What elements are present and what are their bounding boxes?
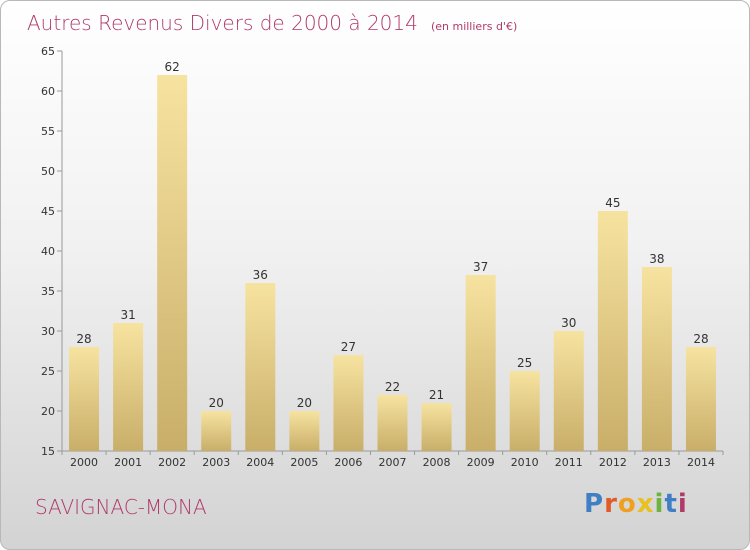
svg-text:Autres Revenus Divers de 2000: Autres Revenus Divers de 2000 à 2014 (en… bbox=[27, 11, 517, 35]
proxiti-logo[interactable]: Proxiti bbox=[584, 489, 688, 519]
value-label-2008: 21 bbox=[429, 388, 444, 402]
bar-2012 bbox=[597, 211, 628, 451]
y-tick-label: 25 bbox=[41, 365, 55, 378]
value-label-2009: 37 bbox=[473, 260, 488, 274]
bars: 28 31 62 20 36 20 27 22 21 37 25 30 45 38 28 bbox=[69, 60, 716, 451]
value-label-2003: 20 bbox=[209, 396, 224, 410]
logo-letter: o bbox=[617, 489, 637, 519]
logo-letter: x bbox=[636, 489, 655, 519]
bar-2014 bbox=[685, 347, 716, 451]
x-tick-label: 2010 bbox=[511, 456, 539, 469]
axes: 15 20 25 30 35 40 45 50 55 60 65 2000 2001 2002 2003 20… bbox=[41, 45, 724, 469]
y-tick-label: 50 bbox=[41, 165, 55, 178]
bar-2006 bbox=[333, 355, 364, 451]
logo-letter: i bbox=[677, 489, 688, 519]
x-tick-label: 2006 bbox=[334, 456, 362, 469]
bar-2007 bbox=[377, 395, 408, 451]
bar-2009 bbox=[465, 275, 496, 451]
bar-2013 bbox=[641, 267, 672, 451]
value-label-2010: 25 bbox=[517, 356, 532, 370]
bar-2005 bbox=[289, 411, 320, 451]
bar-2003 bbox=[201, 411, 232, 451]
x-tick-label: 2004 bbox=[246, 456, 274, 469]
x-tick-label: 2009 bbox=[467, 456, 495, 469]
bar-2000 bbox=[69, 347, 100, 451]
y-tick-label: 15 bbox=[41, 445, 55, 458]
logo-letter: t bbox=[664, 489, 678, 519]
value-label-2004: 36 bbox=[253, 268, 268, 282]
y-tick-label: 55 bbox=[41, 125, 55, 138]
y-tick-label: 60 bbox=[41, 85, 55, 98]
bar-2010 bbox=[509, 371, 540, 451]
x-tick-label: 2003 bbox=[202, 456, 230, 469]
value-label-2000: 28 bbox=[76, 332, 91, 346]
chart-unit: (en milliers d'€) bbox=[431, 20, 517, 33]
x-tick-label: 2011 bbox=[555, 456, 583, 469]
value-label-2001: 31 bbox=[120, 308, 135, 322]
chart-title: Autres Revenus Divers de 2000 à 2014 bbox=[27, 11, 418, 35]
bar-2001 bbox=[113, 323, 144, 451]
x-tick-label: 2008 bbox=[423, 456, 451, 469]
value-label-2005: 20 bbox=[297, 396, 312, 410]
y-tick-label: 45 bbox=[41, 205, 55, 218]
value-label-2002: 62 bbox=[165, 60, 180, 74]
x-tick-label: 2000 bbox=[70, 456, 98, 469]
x-tick-label: 2013 bbox=[643, 456, 671, 469]
bar-2002 bbox=[157, 75, 188, 451]
x-tick-label: 2001 bbox=[114, 456, 142, 469]
value-label-2011: 30 bbox=[561, 316, 576, 330]
bar-2004 bbox=[245, 283, 276, 451]
y-tick-label: 65 bbox=[41, 45, 55, 58]
logo-letter: i bbox=[654, 489, 665, 519]
y-tick-label: 30 bbox=[41, 325, 55, 338]
commune-name: SAVIGNAC-MONA bbox=[35, 495, 207, 519]
value-label-2007: 22 bbox=[385, 380, 400, 394]
y-tick-label: 35 bbox=[41, 285, 55, 298]
x-tick-label: 2007 bbox=[379, 456, 407, 469]
logo-letter: P bbox=[584, 489, 605, 519]
bar-2011 bbox=[553, 331, 584, 451]
x-tick-label: 2012 bbox=[599, 456, 627, 469]
logo-letter: r bbox=[604, 489, 618, 519]
y-tick-label: 20 bbox=[41, 405, 55, 418]
y-tick-label: 40 bbox=[41, 245, 55, 258]
x-tick-label: 2005 bbox=[290, 456, 318, 469]
value-label-2014: 28 bbox=[693, 332, 708, 346]
bar-2008 bbox=[421, 403, 452, 451]
value-label-2013: 38 bbox=[649, 252, 664, 266]
value-label-2006: 27 bbox=[341, 340, 356, 354]
value-label-2012: 45 bbox=[605, 196, 620, 210]
x-tick-label: 2002 bbox=[158, 456, 186, 469]
x-tick-label: 2014 bbox=[687, 456, 715, 469]
